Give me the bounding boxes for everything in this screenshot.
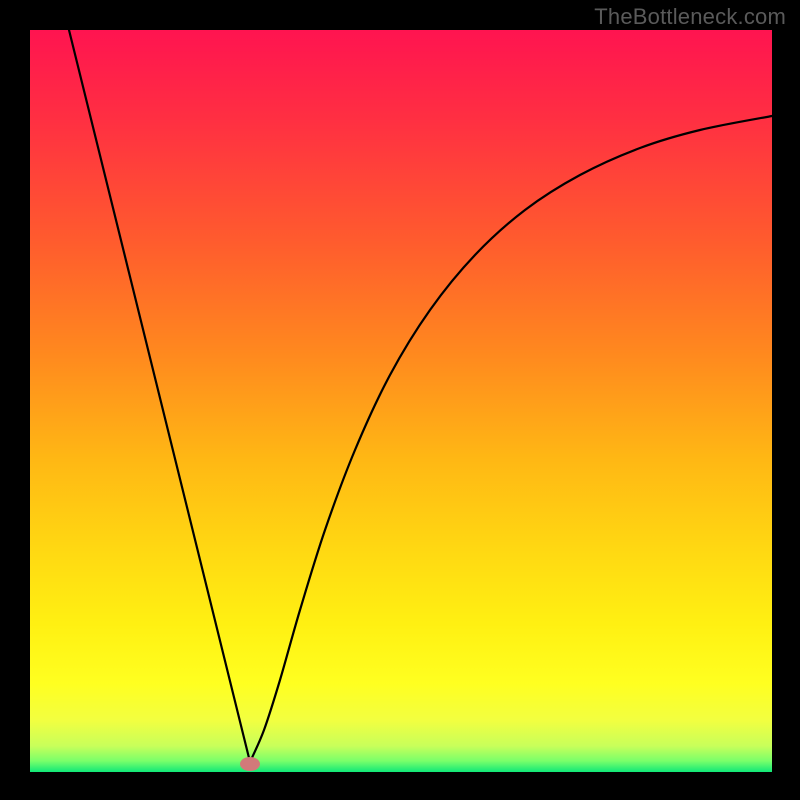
frame-bottom (0, 772, 800, 800)
frame-left (0, 0, 30, 800)
frame-right (772, 0, 800, 800)
min-marker (240, 757, 260, 771)
curve-path (69, 30, 772, 762)
watermark-text: TheBottleneck.com (594, 4, 786, 30)
plot-area (30, 30, 772, 772)
chart-svg (30, 30, 772, 772)
